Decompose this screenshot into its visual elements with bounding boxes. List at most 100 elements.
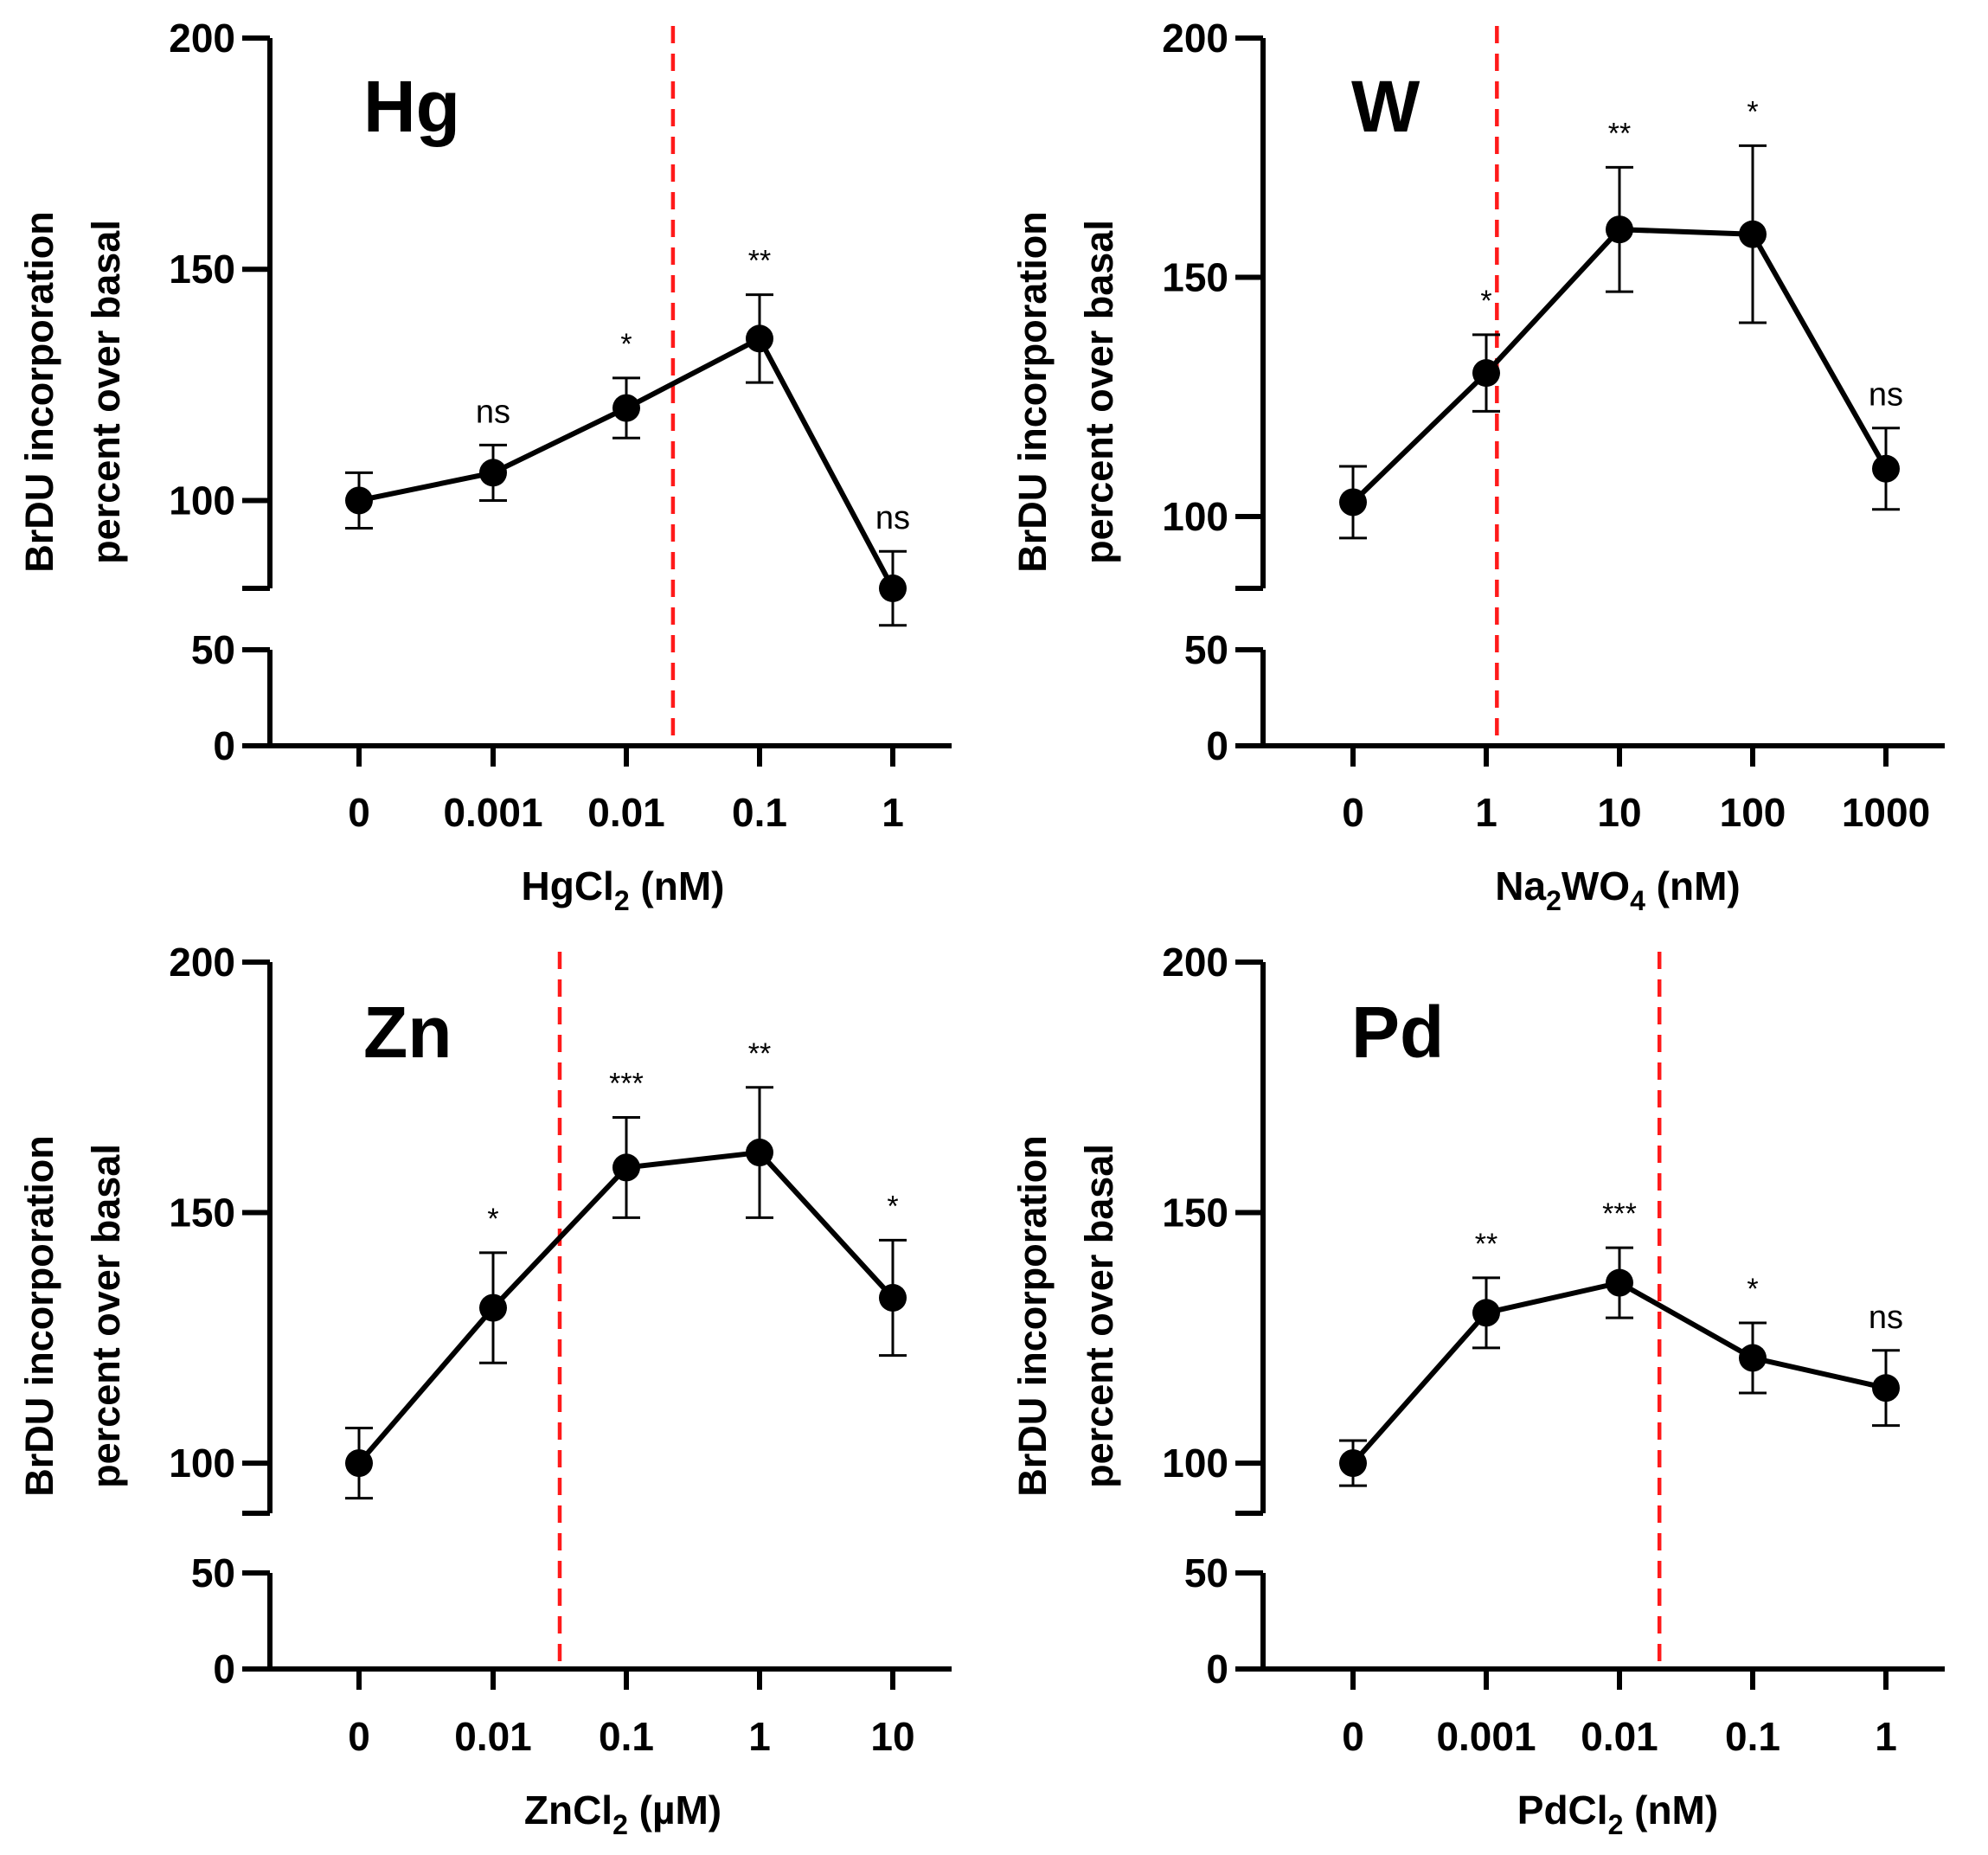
y-tick-label: 200 xyxy=(1162,16,1228,61)
data-point xyxy=(1739,1344,1767,1372)
x-axis-label-unit: (nM) xyxy=(1645,863,1741,908)
x-axis-label-unit: (nM) xyxy=(630,863,725,908)
x-axis-label-subscript: 2 xyxy=(1608,1809,1624,1840)
y-tick-label: 50 xyxy=(1184,627,1228,672)
data-point xyxy=(345,486,373,515)
significance-label: ns xyxy=(1869,1300,1903,1336)
y-tick-label: 0 xyxy=(213,1646,235,1691)
significance-label: ** xyxy=(1608,117,1631,150)
x-axis-label-unit: (nM) xyxy=(1623,1788,1718,1833)
significance-label: * xyxy=(620,328,632,361)
data-point xyxy=(479,1293,507,1322)
x-tick-label: 0.1 xyxy=(599,1714,654,1759)
data-point xyxy=(479,459,507,487)
y-tick-label: 150 xyxy=(1162,1191,1228,1236)
significance-label: ** xyxy=(748,245,771,278)
x-axis-label-subscript: 2 xyxy=(612,1809,628,1840)
y-tick-label: 200 xyxy=(169,16,235,61)
x-tick-label: 0.01 xyxy=(587,790,665,835)
x-axis-label-main: Na xyxy=(1495,863,1546,908)
x-tick-label: 1000 xyxy=(1842,790,1930,835)
x-tick-label: 0.001 xyxy=(1436,1714,1536,1759)
x-tick-label: 1 xyxy=(882,790,904,835)
y-tick-label: 100 xyxy=(1162,494,1228,539)
x-axis-label-subscript: 2 xyxy=(1546,885,1562,916)
significance-label: *** xyxy=(609,1068,644,1101)
y-tick-label: 50 xyxy=(191,627,235,672)
data-point xyxy=(1339,1449,1367,1478)
data-point xyxy=(879,1283,907,1312)
significance-label: * xyxy=(1480,285,1491,318)
x-axis-label-subscript: 2 xyxy=(614,885,630,916)
x-tick-label: 100 xyxy=(1720,790,1786,835)
series-line xyxy=(358,336,895,590)
y-tick-label: 150 xyxy=(1162,255,1228,300)
x-axis-label: HgCl2 (nM) xyxy=(522,863,725,916)
significance-label: ns xyxy=(476,394,510,430)
y-axis-label-line2: percent over basal xyxy=(1077,220,1121,564)
y-tick-label: 50 xyxy=(191,1550,235,1595)
y-tick-label: 100 xyxy=(169,1441,235,1486)
y-axis-label-line1: BrDU incorporation xyxy=(17,1135,61,1497)
panel-title: Zn xyxy=(363,992,452,1073)
x-axis-label: PdCl2 (nM) xyxy=(1517,1788,1718,1840)
y-axis-label-line2: percent over basal xyxy=(84,1144,128,1488)
x-axis-label-subscript: 4 xyxy=(1630,885,1645,916)
x-tick-label: 1 xyxy=(1875,1714,1897,1759)
x-tick-label: 10 xyxy=(870,1714,914,1759)
panel-title: Hg xyxy=(363,66,460,147)
y-tick-label: 0 xyxy=(213,723,235,768)
x-tick-label: 0.01 xyxy=(1581,1714,1658,1759)
x-tick-label: 0 xyxy=(348,1714,370,1759)
x-axis-label: Na2WO4 (nM) xyxy=(1495,863,1740,916)
data-point xyxy=(1739,220,1767,248)
x-axis-label-main: ZnCl xyxy=(524,1788,612,1833)
data-point xyxy=(1472,359,1500,388)
x-tick-label: 0.001 xyxy=(443,790,542,835)
data-point xyxy=(879,574,907,602)
significance-label: * xyxy=(1747,1273,1758,1306)
significance-label: ** xyxy=(1475,1228,1497,1261)
data-point xyxy=(612,1153,640,1182)
x-tick-label: 1 xyxy=(1475,790,1497,835)
data-point xyxy=(1606,215,1633,244)
data-point xyxy=(612,394,640,422)
y-tick-label: 100 xyxy=(1162,1441,1228,1486)
y-tick-label: 100 xyxy=(169,478,235,523)
data-point xyxy=(1872,1374,1900,1402)
x-tick-label: 0.01 xyxy=(454,1714,532,1759)
x-tick-label: 1 xyxy=(748,1714,771,1759)
y-tick-label: 150 xyxy=(169,247,235,292)
y-axis-label-line1: BrDU incorporation xyxy=(1010,211,1055,573)
x-axis-label-unit: (µM) xyxy=(628,1788,721,1833)
y-tick-label: 150 xyxy=(169,1191,235,1236)
data-point xyxy=(746,1139,773,1167)
y-axis-label-line1: BrDU incorporation xyxy=(1010,1135,1055,1497)
x-tick-label: 0.1 xyxy=(732,790,787,835)
panel-title: Pd xyxy=(1351,992,1444,1073)
x-axis-label-main: PdCl xyxy=(1517,1788,1608,1833)
x-tick-label: 10 xyxy=(1597,790,1641,835)
data-point xyxy=(1472,1299,1500,1327)
significance-label: ns xyxy=(1869,377,1903,414)
y-tick-label: 0 xyxy=(1206,1646,1228,1691)
data-point xyxy=(1606,1268,1633,1297)
significance-label: ns xyxy=(875,500,910,536)
y-tick-label: 50 xyxy=(1184,1550,1228,1595)
x-axis-label-main: HgCl xyxy=(522,863,614,908)
data-point xyxy=(746,324,773,353)
x-tick-label: 0 xyxy=(1342,790,1364,835)
data-point xyxy=(345,1449,373,1478)
x-tick-label: 0.1 xyxy=(1725,1714,1780,1759)
y-axis-label-line2: percent over basal xyxy=(1077,1144,1121,1488)
significance-label: *** xyxy=(1602,1197,1637,1230)
x-tick-label: 0 xyxy=(348,790,370,835)
y-tick-label: 0 xyxy=(1206,723,1228,768)
panel-title: W xyxy=(1351,66,1420,147)
y-axis-label-line2: percent over basal xyxy=(84,220,128,564)
y-axis-label-line1: BrDU incorporation xyxy=(17,211,61,573)
